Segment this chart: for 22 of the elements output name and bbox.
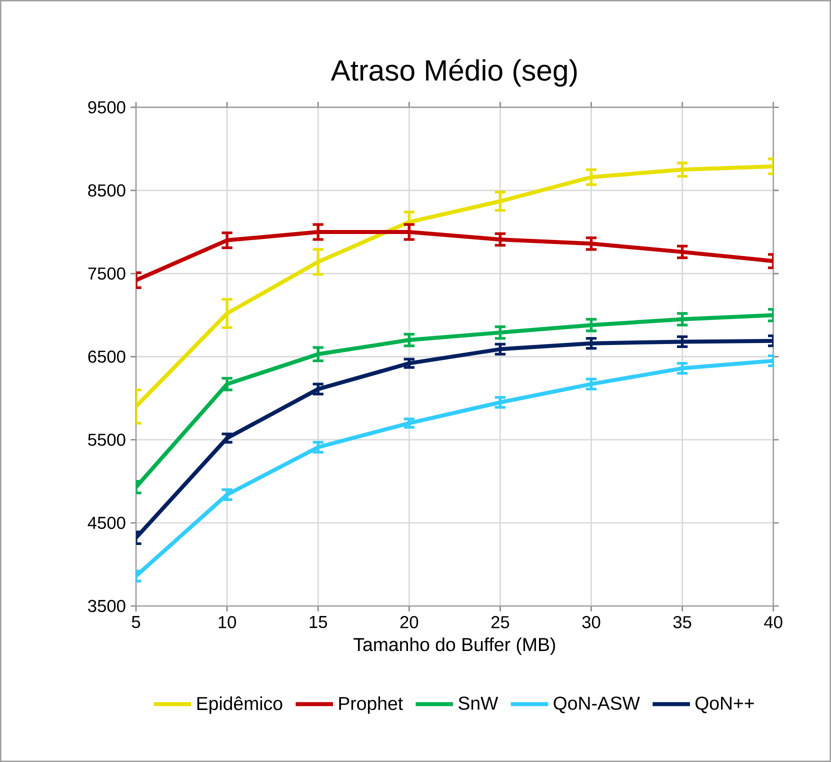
y-tick-label: 3500	[88, 600, 126, 612]
legend-label: Prophet	[339, 696, 403, 714]
chart-title: Atraso Médio (seg)	[330, 58, 577, 87]
y-tick-label: 4500	[88, 516, 126, 530]
x-tick-label: 5	[132, 616, 140, 628]
legend-label: Epidêmico	[197, 696, 282, 714]
x-tick-label: 15	[310, 616, 328, 628]
x-tick-label: 35	[673, 616, 692, 628]
y-tick-label: 5500	[88, 434, 126, 446]
x-tick-label: 30	[582, 616, 600, 628]
x-axis-title: Tamanho do Buffer (MB)	[354, 637, 555, 655]
x-tick-label: 10	[218, 616, 236, 628]
y-tick-label: 7500	[88, 267, 126, 280]
x-tick-label: 20	[400, 616, 418, 628]
legend-label: QoN-ASW	[554, 696, 640, 714]
legend-label: QoN++	[696, 696, 754, 714]
y-tick-label: 6500	[88, 350, 126, 363]
y-tick-label: 8500	[88, 184, 126, 197]
legend-label: SnW	[458, 696, 498, 710]
x-tick-label: 25	[491, 616, 510, 628]
y-tick-label: 9500	[88, 101, 126, 114]
x-tick-label: 40	[764, 616, 782, 628]
